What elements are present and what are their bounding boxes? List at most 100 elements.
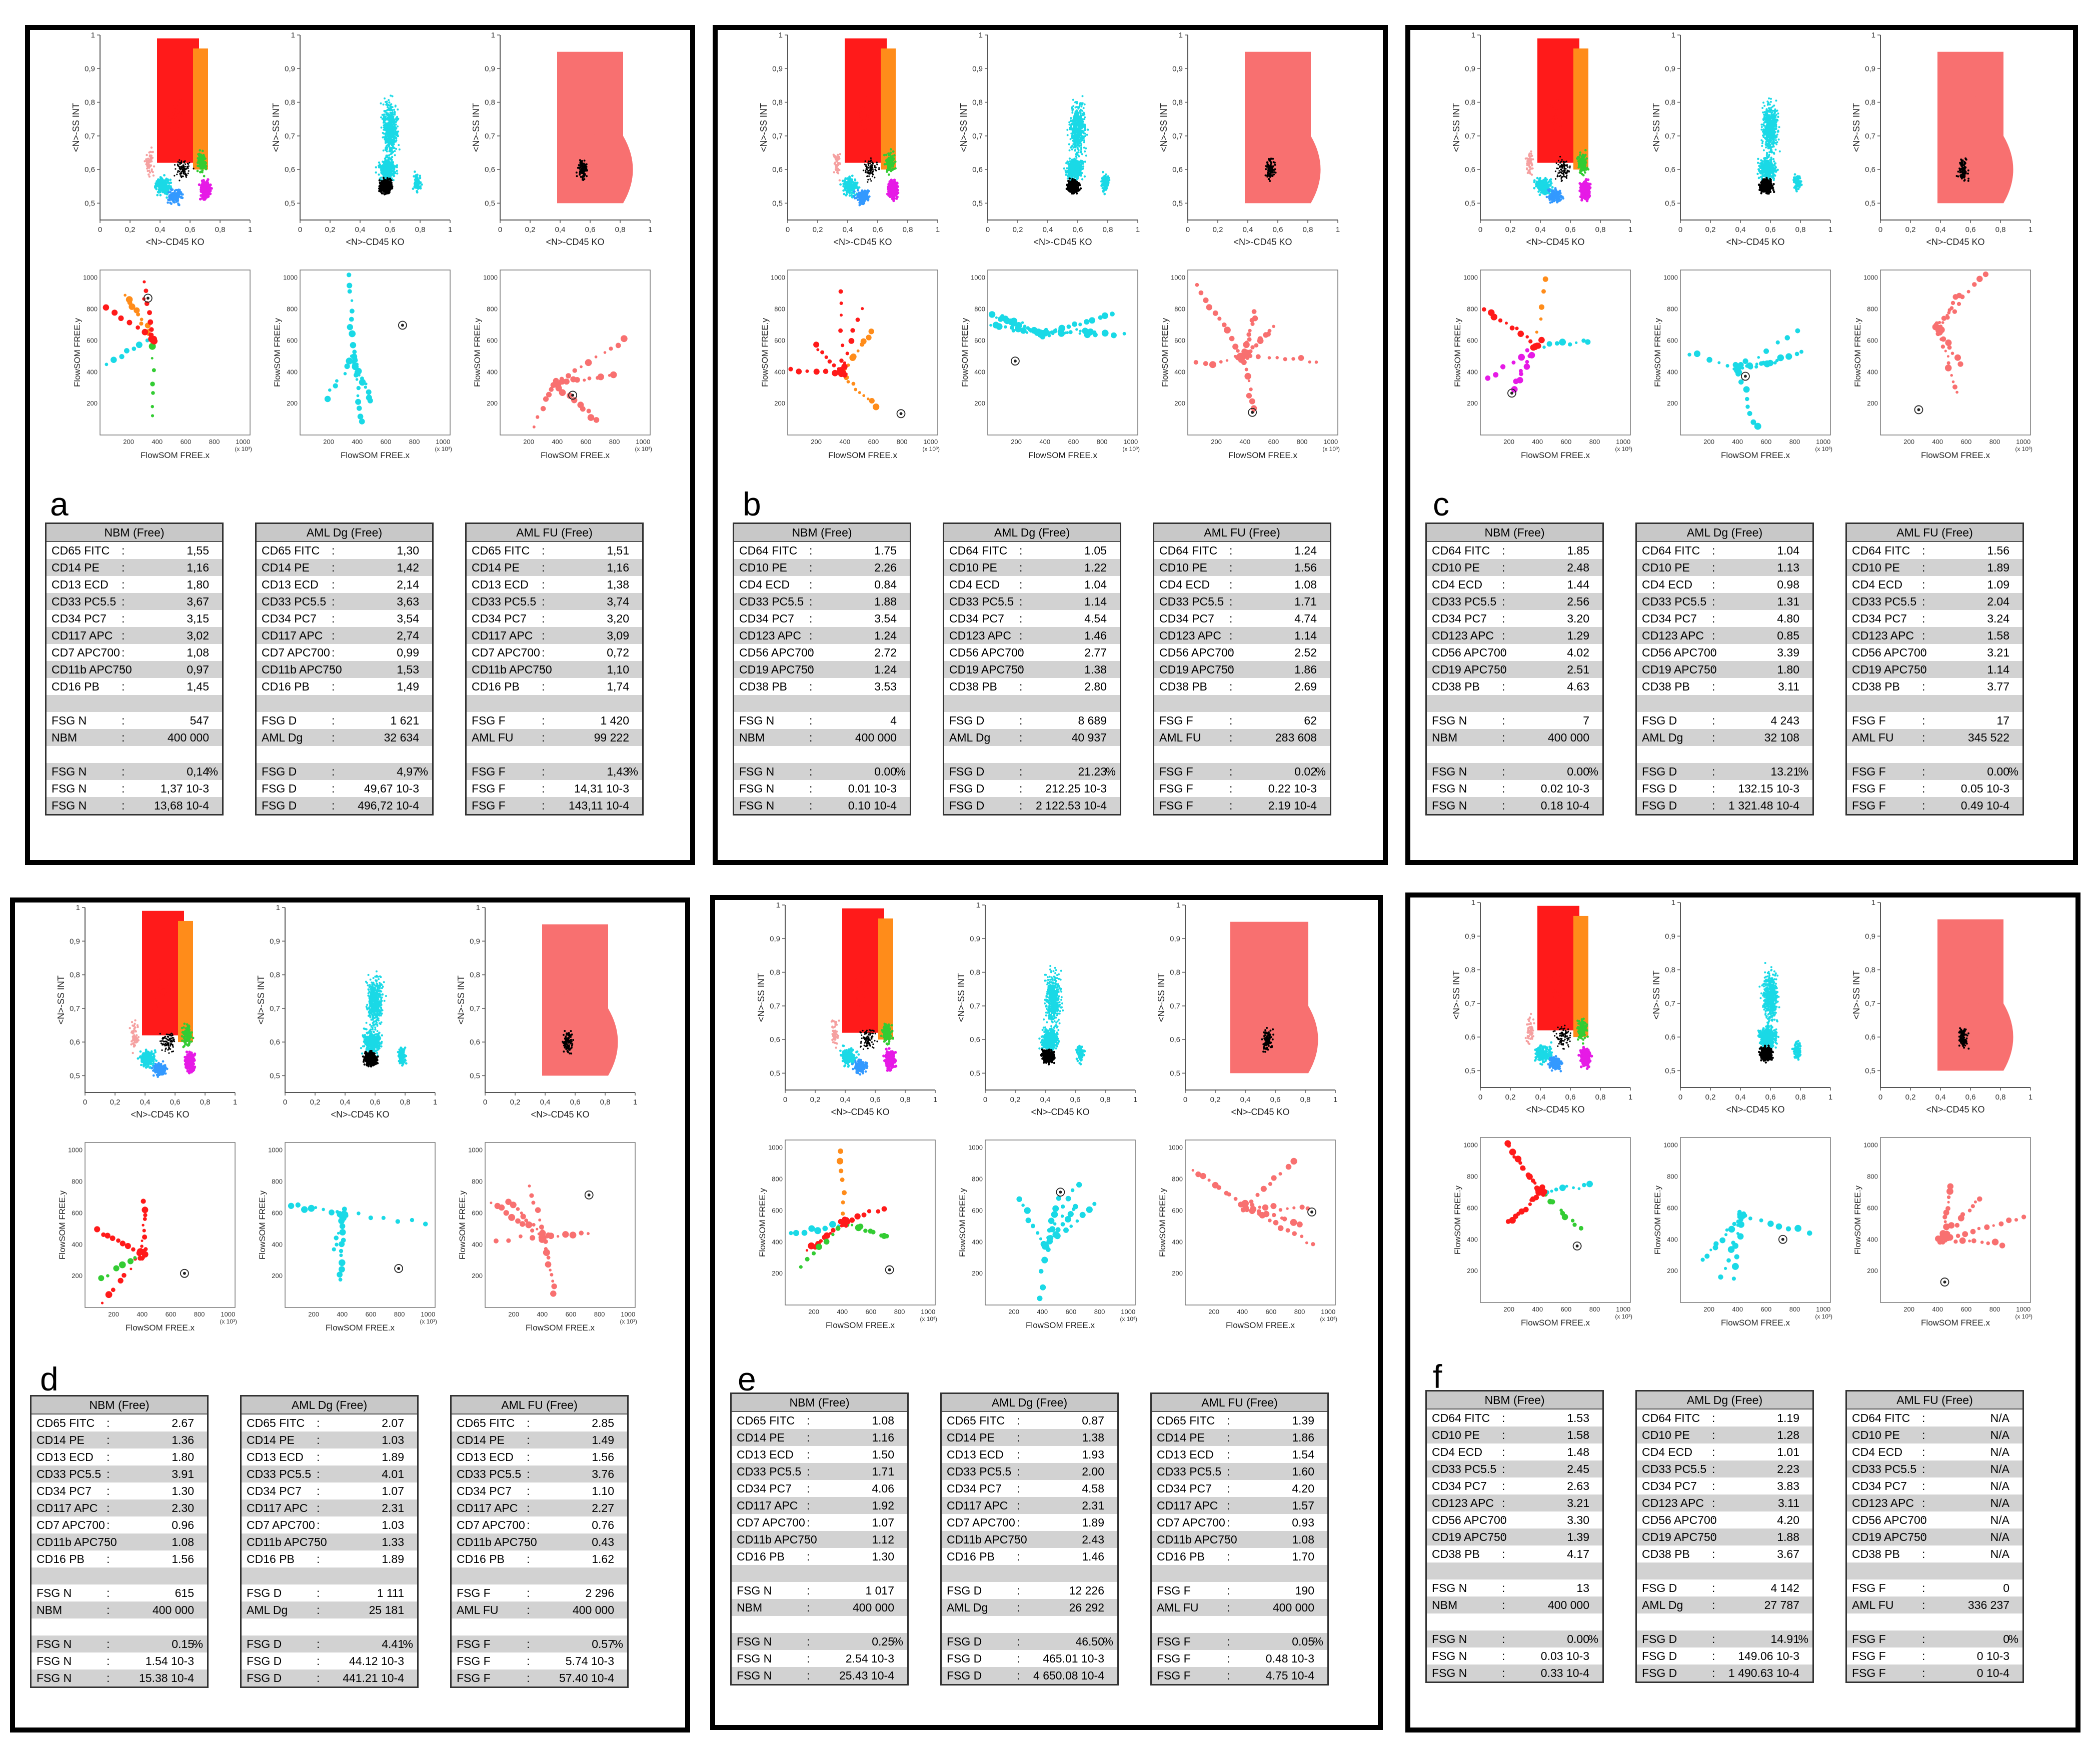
row-separator: : [317,1654,320,1668]
row-separator: : [332,629,335,642]
row-separator: : [122,782,125,795]
y-tick-label: 800 [772,1176,783,1183]
flowsom-tree-plot: 200 200 400 400 600 600 800 800 1000 1000 (x 10³) F… [755,1135,940,1335]
y-tick-label: 0,6 [770,1036,780,1044]
row-separator: : [1017,1448,1020,1461]
table-row: CD34 PC7:3,54 [257,610,432,627]
x-tick-label: 0 [1478,226,1482,234]
row-separator: : [1712,1650,1715,1662]
x-axis-label: <N>-CD45 KO [131,1110,189,1120]
x-tick-label: 200 [308,1310,319,1318]
table-row: CD34 PC7:3,20 [467,610,642,627]
table-row: CD56 APC700:4.20 [1637,1512,1812,1528]
x-tick-label: 0,6 [1965,1093,1976,1102]
table-row: FSG N:547 [47,712,222,729]
row-value: 1.08 [172,1536,194,1548]
table-row: FSG N:0.25% [732,1633,907,1650]
row-key: FSG D [947,1669,982,1682]
x-tick-label: 1 [1136,226,1140,234]
row-separator: : [1227,1431,1230,1444]
row-value: 1,53 [397,663,419,676]
table-row: CD123 APC:1.24 [734,627,910,644]
x-tick-label: 0,4 [1040,1096,1051,1104]
row-separator: : [1502,1548,1505,1560]
x-tick-label: 1000 [236,438,250,446]
y-tick-label: 0,9 [470,937,480,946]
row-key: CD56 APC700 [1642,646,1717,659]
x-tick-label: 0 [1478,1093,1482,1102]
row-value: 1,74 [607,680,629,693]
row-separator: : [1019,714,1023,727]
row-value: 0.10 10-4 [848,799,897,812]
x-tick-label: 0,2 [325,226,336,234]
row-value: 2.54 10-3 [845,1652,894,1665]
row-value: 400 000 [1272,1601,1314,1614]
row-value: 2.31 [1082,1499,1104,1512]
row-value: 3.11 [1777,680,1799,693]
row-value: 1.19 [1777,1412,1799,1424]
row-value: 3.11 [1777,1496,1799,1510]
y-tick-label: 1000 [83,274,98,282]
row-value: 1.07 [872,1516,894,1529]
table-row: FSG N:0.03 10-3 [1427,1648,1602,1664]
table-spacer [1152,1616,1327,1633]
row-key: FSG N [1432,714,1467,727]
row-value: 0,14 [187,765,209,778]
row-separator: : [1019,544,1023,557]
x-tick-label: 400 [1239,438,1250,446]
row-key: CD10 PE [1642,561,1690,574]
row-key: CD11b APC750 [947,1533,1027,1546]
row-key: CD7 APC700 [457,1518,525,1532]
axis-scale-note: (x 10³) [2015,1313,2032,1320]
table-row: CD33 PC5.5:1.14 [944,593,1120,610]
x-tick-label: 0,4 [1043,226,1053,234]
axis-scale-note: (x 10³) [420,1318,437,1325]
fsg-node-marker [398,320,407,330]
table-row: CD19 APC750:1.14 [1847,661,2022,678]
row-key: FSG F [457,1586,491,1600]
table-row: CD56 APC700:4.02 [1427,644,1602,661]
plot-frame [1680,270,1831,436]
row-value: 4 142 [1770,1582,1799,1594]
row-value: 3.30 [1567,1514,1589,1526]
row-key: FSG D [1642,1666,1677,1680]
y-tick-label: 0,8 [1170,968,1180,977]
row-key: CD34 PC7 [1432,612,1487,625]
row-key: CD65 FITC [737,1414,795,1427]
row-separator: : [1227,1584,1230,1597]
row-separator: : [807,1635,810,1648]
y-axis-label: <N>-SS INT [56,976,66,1024]
x-tick-label: 0,8 [1103,226,1113,234]
row-value: 1.08 [1294,578,1317,591]
row-key: CD19 APC750 [739,663,814,676]
table-row: CD13 ECD:1.50 [732,1446,907,1463]
row-separator: : [1017,1465,1020,1478]
x-tick-label: 800 [194,1310,205,1318]
x-tick-label: 0 [483,1098,487,1106]
table-header: AML Dg (Free) [944,524,1120,542]
table-spacer [1427,1562,1602,1580]
row-value: 1.10 [592,1484,614,1498]
population-column [193,48,208,170]
row-value: 1.04 [1084,578,1107,591]
y-tick-label: 600 [287,336,298,344]
y-tick-label: 1000 [771,274,785,282]
table-row: FSG D:13.21% [1637,763,1812,780]
row-key: CD34 PC7 [739,612,794,625]
row-separator: : [1712,799,1715,812]
y-tick-label: 1 [1671,898,1675,907]
som-nodes [288,1202,428,1282]
row-value: 496,72 10-4 [358,799,419,812]
table-row: CD33 PC5.5:1.71 [732,1463,907,1480]
y-tick-label: 0,5 [1865,1066,1875,1075]
row-separator: : [317,1604,320,1616]
row-separator: : [1229,799,1233,812]
row-key: CD64 FITC [949,544,1008,557]
y-tick-label: 0,6 [972,166,983,174]
x-tick-label: 0,6 [585,226,596,234]
som-nodes [988,311,1126,340]
row-value: 3,02 [187,629,209,642]
y-tick-label: 600 [972,1206,983,1214]
row-value: 1,42 [397,561,419,574]
row-key: CD123 APC [1642,629,1704,642]
